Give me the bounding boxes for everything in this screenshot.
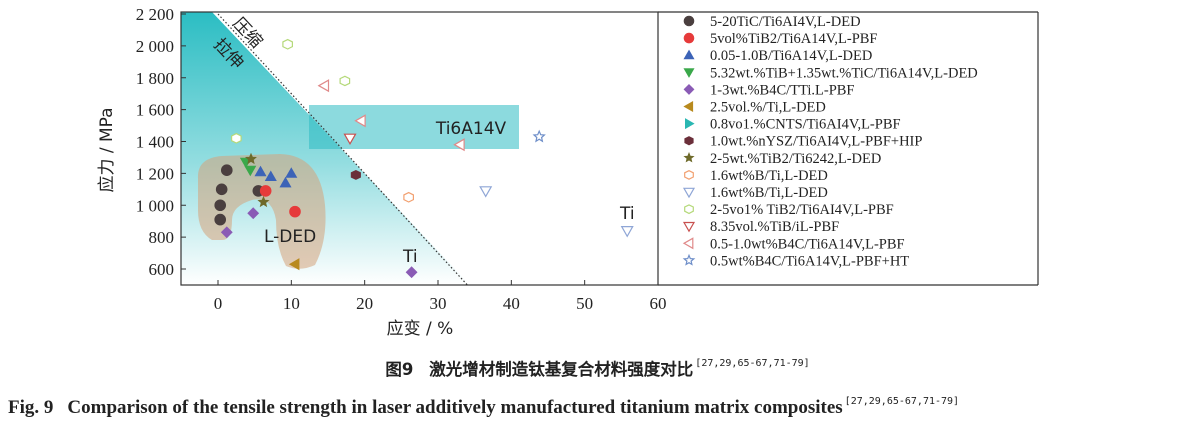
legend-marker [682,221,696,233]
legend-marker [682,187,696,199]
legend-marker [683,32,695,44]
legend-marker [683,152,695,163]
l-ded-region [197,154,326,269]
legend-label: 0.8vo1.%CNTS/Ti6AI4V,L-PBF [710,117,901,133]
legend-label: 1.6wt%B/Ti,L-DED [710,185,828,201]
legend-label: 5-20TiC/Ti6AI4V,L-DED [710,14,861,30]
l-ded-annotation: L-DED [264,227,316,247]
y-tick-label: 1 800 [136,69,174,88]
data-point [259,185,272,197]
legend-marker [684,170,694,180]
legend-label: 0.05-1.0B/Ti6A14V,L-DED [710,48,872,64]
data-point [231,132,242,144]
legend-label: 2-5wt.%TiB2/Ti6242,L-DED [710,151,881,167]
data-point [403,191,414,203]
figure-references-cn: [27,29,65-67,71-79] [695,358,810,369]
plot-area: 0 10 20 30 40 50 60 600 800 1 000 1 200 1 400 1 600 1… [97,5,667,339]
data-point [532,129,546,143]
data-point [317,79,330,93]
x-tick-label: 60 [650,294,667,313]
legend-label: 1.0wt.%nYSZ/Ti6AI4V,L-PBF+HIP [710,134,922,150]
data-point [354,114,366,128]
data-point [285,167,298,178]
data-point [215,183,228,196]
figure-caption-english: Fig. 9 Comparison of the tensile strength… [8,396,959,419]
y-tick-label: 2 000 [136,37,174,56]
x-tick-label: 50 [576,294,593,313]
x-tick-label: 20 [356,294,373,313]
data-point [339,75,351,87]
data-point [254,165,267,177]
legend-label: 2.5vol.%/Ti,L-DED [710,100,826,116]
data-point [245,152,257,165]
legend-label: 5vol%TiB2/Ti6A14V,L-PBF [710,31,878,47]
y-tick-label: 800 [149,228,175,247]
data-point [282,38,293,50]
data-point [257,195,270,208]
legend-marker [683,15,695,27]
figure-title-cn: 激光增材制造钛基复合材料强度对比 [429,360,694,379]
data-point [288,258,300,271]
x-tick-label: 30 [430,294,447,313]
data-point [279,176,292,188]
plot-frame [180,11,659,286]
ti-annotation: Ti [402,247,418,267]
legend-marker [682,237,694,250]
data-point [214,213,226,226]
y-tick-label: 1 400 [136,133,174,152]
ti6al4v-annotation: Ti6A14V [435,119,507,139]
data-point [620,226,634,238]
legend-label: 0.5wt%B4C/Ti6A14V,L-PBF+HT [710,253,909,269]
strength-chart: 0 10 20 30 40 50 60 600 800 1 000 1 200 1 400 1 600 1… [97,5,1039,339]
legend-label: 5.32wt.%TiB+1.35wt.%TiC/Ti6A14V,L-DED [710,65,978,81]
data-point [343,133,357,146]
ti-annotation-right: Ti [619,204,635,224]
x-axis-title: 应变 / % [387,319,454,339]
legend-marker [684,204,694,215]
x-tick-label: 40 [503,294,520,313]
data-point [405,266,418,279]
y-tick-label: 600 [149,260,175,279]
tension-compression-divider [217,13,469,285]
legend-marker [684,136,694,146]
data-point [264,170,277,181]
x-tick-label: 10 [283,294,300,313]
data-point [244,165,257,177]
legend-marker [683,100,694,113]
y-axis-title: 应力 / MPa [97,107,117,192]
legend-label: 1.6wt%B/Ti,L-DED [710,168,828,184]
figure-number-cn: 图9 [385,360,414,379]
legend-label: 2-5vo1% TiB2/Ti6AI4V,L-PBF [710,202,894,218]
legend-marker [683,83,695,95]
data-point [453,138,465,152]
y-tick-label: 1 600 [136,101,174,120]
figure-caption-chinese: 图9 激光增材制造钛基复合材料强度对比 [27,29,65-67,71-79] [0,356,1195,380]
x-tick-label: 0 [214,294,223,313]
data-point [350,169,361,180]
data-point [220,226,233,239]
y-tick-label: 2 200 [136,5,174,24]
ti6al4v-highlight-band [309,105,519,149]
legend: 5-20TiC/Ti6AI4V,L-DED5vol%TiB2/Ti6A14V,L… [658,11,1039,286]
legend-marker [683,49,695,60]
figure-references-en: [27,29,65-67,71-79] [844,396,960,407]
y-tick-label: 1 000 [136,196,174,215]
legend-box [660,12,1038,285]
data-point [247,207,260,220]
legend-label: 0.5-1.0wt%B4C/Ti6A14V,L-PBF [710,236,905,252]
figure-number-en: Fig. 9 [8,397,54,418]
legend-label: 8.35vol.%TiB/iL-PBF [710,219,839,235]
data-point [221,164,233,176]
legend-marker [682,253,696,266]
y-tick-label: 1 200 [136,164,174,183]
figure-title-en: Comparison of the tensile strength in la… [67,397,843,418]
data-point [289,205,301,218]
legend-marker [684,118,695,130]
data-point [479,186,493,198]
data-point [214,199,226,212]
legend-label: 1-3wt.%B4C/TTi.L-PBF [710,82,855,98]
legend-marker [683,68,695,78]
